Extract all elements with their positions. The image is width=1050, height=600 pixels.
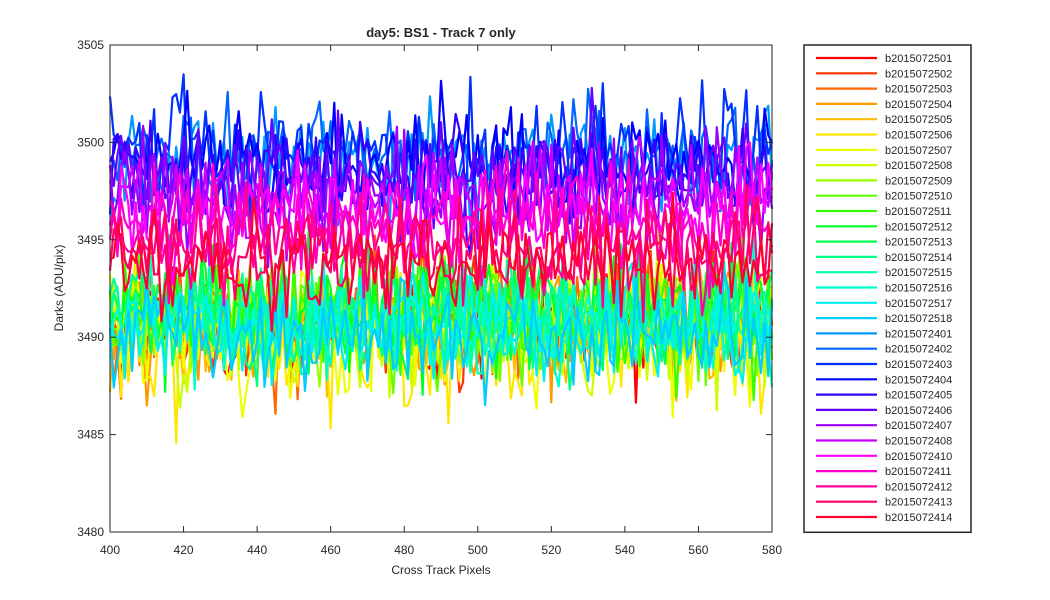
x-tick-label: 480 <box>394 543 414 557</box>
plot-frame <box>109 44 773 533</box>
x-tick-label: 460 <box>321 543 341 557</box>
legend-entry: b2015072407 <box>885 420 952 432</box>
series-line-b2015072515 <box>108 243 774 388</box>
series-line-b2015072517 <box>108 252 774 387</box>
x-tick-label: 540 <box>615 543 635 557</box>
legend-entry: b2015072503 <box>885 84 952 96</box>
legend-entry: b2015072515 <box>885 267 952 279</box>
y-tick-label: 3495 <box>77 233 104 247</box>
x-tick-label: 520 <box>541 543 561 557</box>
legend-entry: b2015072513 <box>885 237 952 249</box>
legend-box <box>803 44 972 534</box>
chart-title: day5: BS1 - Track 7 only <box>366 25 516 40</box>
legend-entry: b2015072508 <box>885 160 952 172</box>
legend-entry: b2015072410 <box>885 451 952 463</box>
legend-entry: b2015072514 <box>885 252 952 264</box>
y-tick-label: 3500 <box>77 135 104 149</box>
series-line-b2015072404 <box>108 79 773 219</box>
y-tick-label: 3480 <box>77 525 104 539</box>
x-tick-label: 580 <box>762 543 782 557</box>
series-line-b2015072408 <box>109 135 774 267</box>
legend-entry: b2015072518 <box>885 313 952 325</box>
legend-entry: b2015072516 <box>885 283 952 295</box>
legend-entry: b2015072507 <box>885 145 952 157</box>
legend-entry: b2015072502 <box>885 68 952 80</box>
legend-entry: b2015072506 <box>885 130 952 142</box>
y-tick-label: 3505 <box>77 38 104 52</box>
x-tick-label: 420 <box>174 543 194 557</box>
legend-entry: b2015072512 <box>885 221 952 233</box>
legend-entry: b2015072411 <box>885 466 951 478</box>
legend-entry: b2015072412 <box>885 481 952 493</box>
y-tick-label: 3485 <box>77 428 104 442</box>
x-tick-label: 440 <box>247 543 267 557</box>
x-tick-label: 560 <box>688 543 708 557</box>
legend-entry: b2015072403 <box>885 359 952 371</box>
series-line-b2015072414 <box>109 191 774 332</box>
y-axis: 3480 3485 3490 3495 3500 3505 <box>77 38 772 539</box>
legend-entry: b2015072501 <box>885 53 952 65</box>
legend: b2015072501 b2015072502 b2015072503 b201507… <box>803 44 972 534</box>
legend-entry: b2015072414 <box>885 512 952 524</box>
series-line-b2015072518 <box>108 270 774 407</box>
y-tick-label: 3490 <box>77 330 104 344</box>
legend-entry: b2015072408 <box>885 436 952 448</box>
legend-entry: b2015072505 <box>885 114 952 126</box>
legend-entry: b2015072404 <box>885 374 952 386</box>
series-line-b2015072413 <box>108 183 774 324</box>
series-line-b2015072406 <box>108 86 774 238</box>
x-axis-label: Cross Track Pixels <box>391 563 490 577</box>
legend-entry: b2015072504 <box>885 99 952 111</box>
legend-entry: b2015072402 <box>885 344 952 356</box>
legend-entry: b2015072406 <box>885 405 952 417</box>
legend-entry: b2015072511 <box>885 206 951 218</box>
y-axis-label: Darks (ADU/pix) <box>52 245 66 332</box>
x-tick-label: 500 <box>468 543 488 557</box>
legend-entry: b2015072510 <box>885 191 952 203</box>
legend-entry: b2015072517 <box>885 298 952 310</box>
legend-entry: b2015072405 <box>885 390 952 402</box>
series-line-b2015072407 <box>108 124 774 269</box>
legend-entry: b2015072413 <box>885 497 952 509</box>
legend-entry: b2015072509 <box>885 175 952 187</box>
data-lines <box>108 73 774 444</box>
legend-entry: b2015072401 <box>885 328 952 340</box>
x-tick-label: 400 <box>100 543 120 557</box>
x-axis: 400 420 440 460 480 500 520 540 560 580 <box>100 45 782 557</box>
